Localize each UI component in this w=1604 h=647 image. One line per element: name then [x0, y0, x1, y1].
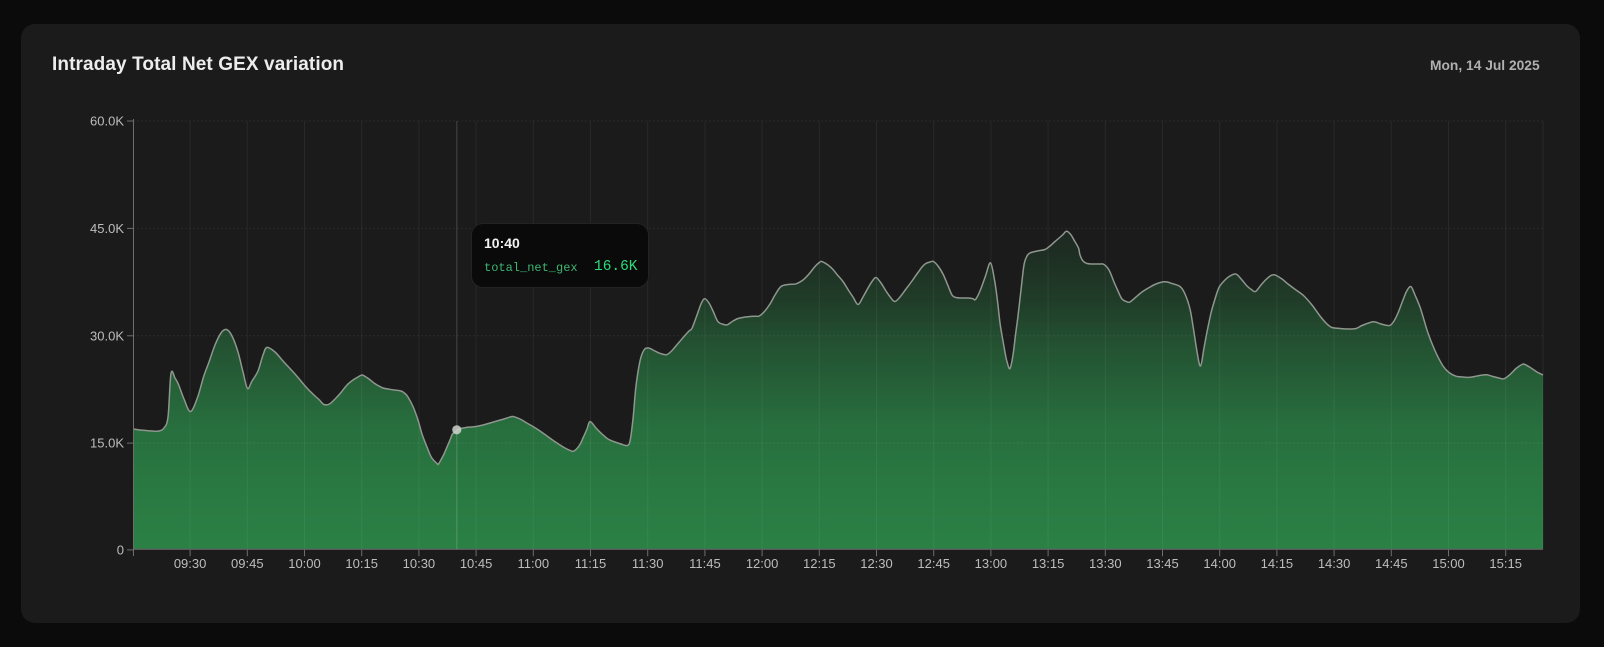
svg-text:45.0K: 45.0K	[90, 221, 124, 236]
svg-text:12:45: 12:45	[917, 556, 950, 571]
svg-text:14:45: 14:45	[1375, 556, 1408, 571]
svg-text:09:30: 09:30	[174, 556, 207, 571]
svg-text:12:00: 12:00	[746, 556, 779, 571]
svg-text:13:45: 13:45	[1146, 556, 1179, 571]
svg-text:10:30: 10:30	[403, 556, 436, 571]
svg-text:11:30: 11:30	[632, 556, 664, 571]
svg-text:11:45: 11:45	[689, 556, 721, 571]
svg-text:0: 0	[117, 542, 124, 557]
svg-text:13:30: 13:30	[1089, 556, 1122, 571]
svg-text:14:00: 14:00	[1203, 556, 1236, 571]
svg-text:12:15: 12:15	[803, 556, 836, 571]
svg-text:13:15: 13:15	[1032, 556, 1065, 571]
svg-text:10:45: 10:45	[460, 556, 493, 571]
svg-text:15:15: 15:15	[1489, 556, 1522, 571]
svg-text:10:15: 10:15	[345, 556, 378, 571]
svg-text:09:45: 09:45	[231, 556, 264, 571]
svg-text:14:15: 14:15	[1261, 556, 1294, 571]
svg-text:15.0K: 15.0K	[90, 436, 124, 451]
svg-text:12:30: 12:30	[860, 556, 893, 571]
svg-text:60.0K: 60.0K	[90, 114, 124, 129]
svg-text:14:30: 14:30	[1318, 556, 1351, 571]
svg-text:13:00: 13:00	[975, 556, 1008, 571]
svg-text:30.0K: 30.0K	[90, 328, 124, 343]
svg-text:15:00: 15:00	[1432, 556, 1465, 571]
svg-text:10:00: 10:00	[288, 556, 321, 571]
svg-text:11:15: 11:15	[575, 556, 607, 571]
svg-text:11:00: 11:00	[518, 556, 550, 571]
